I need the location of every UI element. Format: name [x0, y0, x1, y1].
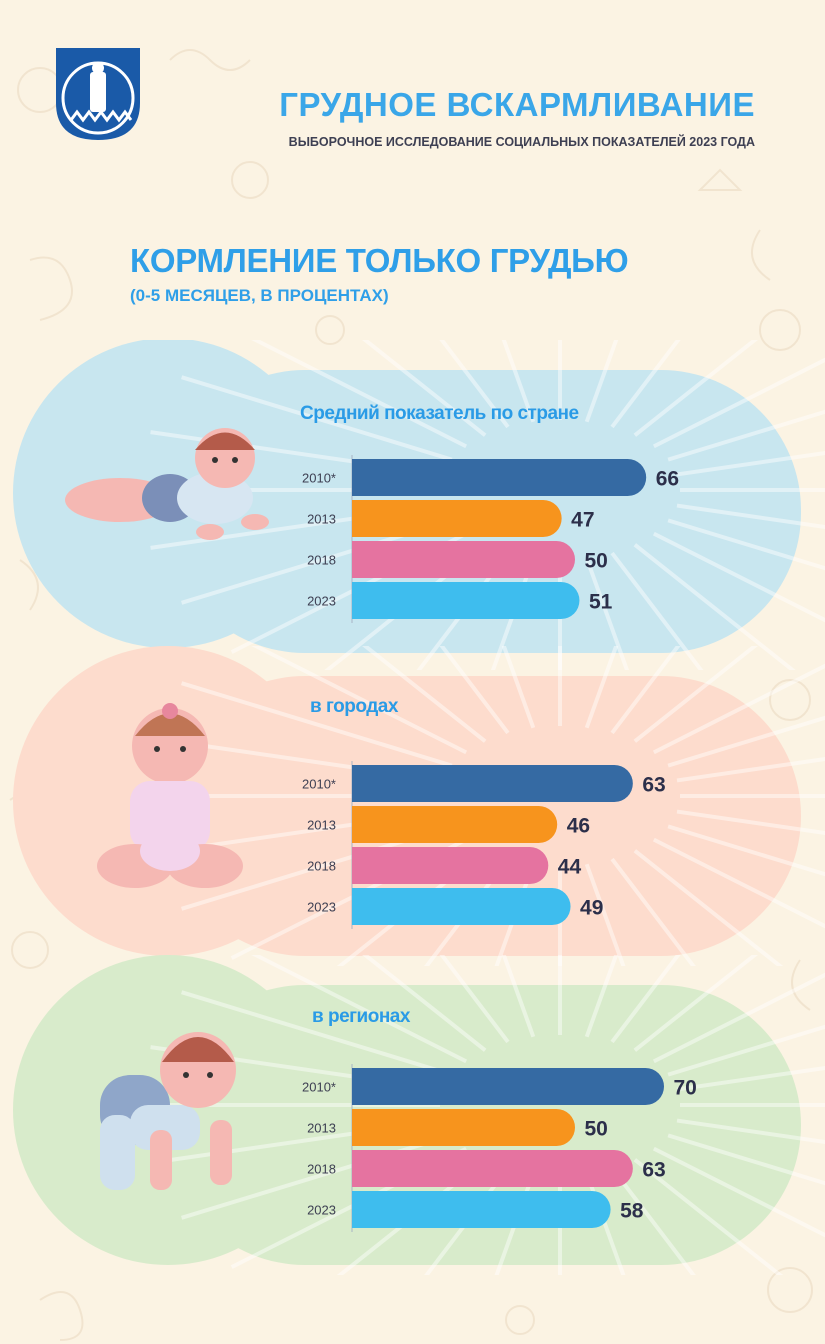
panel-national: Средний показатель по стране 2010* 66 2013… — [0, 340, 825, 670]
category-label: 2013 — [307, 818, 336, 833]
value-label: 51 — [589, 591, 613, 614]
bar-2018 — [352, 541, 575, 578]
value-label: 50 — [585, 1118, 608, 1141]
bar-2013 — [352, 806, 558, 843]
national-emblem-icon — [56, 48, 140, 140]
value-label: 49 — [580, 897, 603, 920]
category-label: 2018 — [307, 553, 336, 568]
bar-2013 — [352, 1109, 575, 1146]
category-label: 2018 — [307, 1162, 336, 1177]
value-label: 70 — [674, 1077, 697, 1100]
category-label: 2023 — [307, 594, 336, 609]
category-label: 2023 — [307, 900, 336, 915]
panel-national-title: Средний показатель по стране — [300, 403, 579, 424]
section-title: КОРМЛЕНИЕ ТОЛЬКО ГРУДЬЮ — [130, 242, 629, 279]
bar-2023 — [352, 888, 571, 925]
value-label: 50 — [585, 550, 608, 573]
value-label: 66 — [656, 468, 679, 491]
page-title: ГРУДНОЕ ВСКАРМЛИВАНИЕ — [279, 86, 755, 123]
panel-regions-title: в регионах — [312, 1006, 410, 1027]
category-label: 2010* — [302, 1080, 336, 1095]
bar-2018 — [352, 1150, 633, 1187]
chart-cities: 2010* 63 2013 46 2018 44 2023 49 — [302, 761, 666, 929]
bar-2010 — [352, 459, 647, 496]
bar-2023 — [352, 582, 580, 619]
value-label: 47 — [571, 509, 594, 532]
value-label: 63 — [642, 1159, 665, 1182]
bar-2010 — [352, 765, 633, 802]
panel-regions: в регионах 2010* 70 2013 50 2018 63 2023 58 — [0, 955, 825, 1275]
value-label: 44 — [558, 856, 582, 879]
bar-2018 — [352, 847, 549, 884]
panel-cities-title: в городах — [310, 696, 398, 717]
bar-2023 — [352, 1191, 611, 1228]
value-label: 63 — [642, 774, 665, 797]
category-label: 2013 — [307, 1121, 336, 1136]
value-label: 46 — [567, 815, 590, 838]
category-label: 2023 — [307, 1203, 336, 1218]
chart-regions: 2010* 70 2013 50 2018 63 2023 58 — [302, 1064, 697, 1232]
category-label: 2010* — [302, 471, 336, 486]
baby-sitting-icon — [97, 703, 243, 888]
value-label: 58 — [620, 1200, 644, 1223]
baby-crawling-icon — [100, 1032, 236, 1190]
page-subtitle: ВЫБОРОЧНОЕ ИССЛЕДОВАНИЕ СОЦИАЛЬНЫХ ПОКАЗ… — [288, 135, 755, 149]
category-label: 2013 — [307, 512, 336, 527]
bar-2010 — [352, 1068, 664, 1105]
baby-lying-icon — [65, 428, 269, 540]
category-label: 2010* — [302, 777, 336, 792]
panel-cities: в городах 2010* 63 2013 46 2018 44 2023 49 — [0, 646, 825, 966]
bar-2013 — [352, 500, 562, 537]
chart-national: 2010* 66 2013 47 2018 50 2023 51 — [302, 455, 679, 623]
category-label: 2018 — [307, 859, 336, 874]
section-subtitle: (0-5 МЕСЯЦЕВ, В ПРОЦЕНТАХ) — [130, 286, 389, 305]
